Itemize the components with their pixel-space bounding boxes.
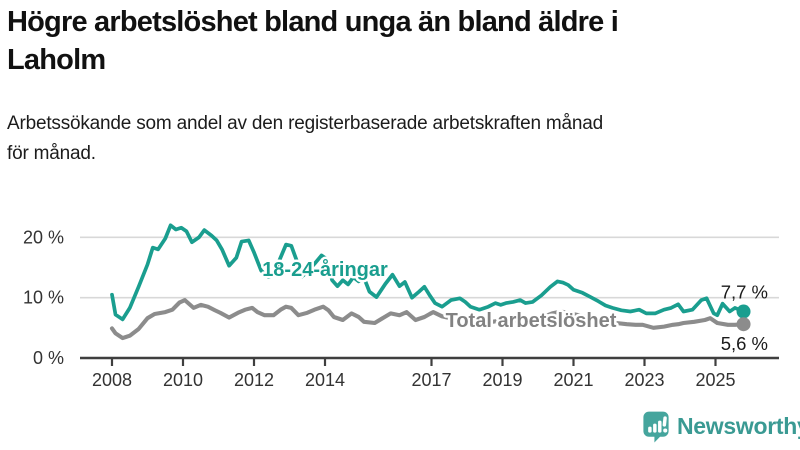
x-tick-label: 2019: [482, 370, 522, 390]
subtitle-line-2: för månad.: [7, 143, 96, 164]
series-end-value-label: 5,6 %: [721, 333, 768, 354]
page-title: Högre arbetslöshet bland unga än bland ä…: [7, 3, 789, 79]
series-end-dot: [736, 304, 751, 319]
newsworthy-logo: Newsworthy: [642, 410, 800, 443]
x-tick-label: 2021: [553, 370, 593, 390]
series-name-label: Total arbetslöshet: [446, 310, 617, 332]
y-tick-label: 10 %: [23, 288, 64, 308]
series-line-young: [110, 223, 746, 322]
y-tick-label: 0 %: [33, 348, 64, 368]
x-tick-label: 2008: [92, 370, 132, 390]
x-tick-label: 2023: [624, 370, 664, 390]
x-tick-label: 2012: [234, 370, 274, 390]
series-line-total: [109, 298, 746, 341]
x-tick-label: 2010: [163, 370, 203, 390]
y-tick-label: 20 %: [23, 227, 64, 247]
series-end-dot: [736, 317, 751, 332]
newsworthy-bar-chart-bubble-icon: [643, 411, 669, 443]
x-tick-label: 2017: [411, 370, 451, 390]
brand-wordmark: Newsworthy: [677, 413, 800, 439]
series-end-value-label: 7,7 %: [721, 282, 768, 303]
title-line-2: Laholm: [7, 44, 106, 76]
series-name-label: 18-24-åringar: [262, 258, 388, 281]
chart-subtitle: Arbetssökande som andel av den registerb…: [7, 109, 793, 169]
title-line-1: Högre arbetslöshet bland unga än bland ä…: [7, 6, 619, 38]
subtitle-line-1: Arbetssökande som andel av den registerb…: [7, 113, 604, 134]
x-tick-label: 2014: [305, 370, 345, 390]
x-tick-label: 2025: [695, 370, 735, 390]
